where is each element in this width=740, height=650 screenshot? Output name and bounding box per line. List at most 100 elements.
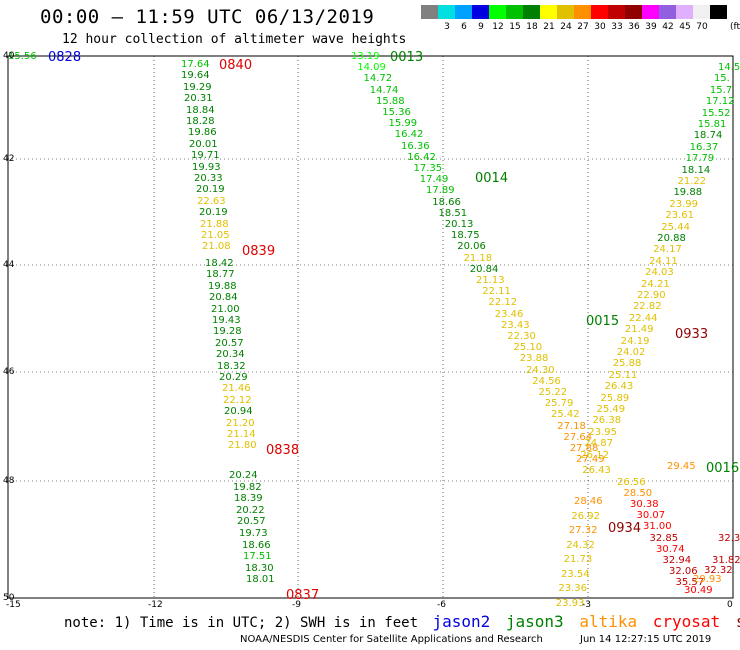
swh-value: 18.66 [432,196,461,208]
swh-value: 18.01 [246,574,275,586]
mission-s3a: s3a [726,612,740,631]
pass-time-label: 0014 [475,171,509,186]
color-swatch [625,5,642,19]
swh-value: 24.87 [584,438,613,450]
swh-value: 18.39 [234,493,263,505]
swh-value: 20.29 [219,372,248,383]
color-scale-unit: (ft) [730,22,740,32]
footnote: note: 1) Time is in UTC; 2) SWH is in fe… [64,612,740,631]
swh-value: 24.21 [641,278,670,290]
latitude-tick-label: 44 [3,260,15,270]
swh-value: 15.36 [382,107,411,118]
swh-value: 21.80 [228,440,257,452]
swh-value: 20.57 [215,337,244,349]
swh-value: 25.49 [596,404,626,415]
swh-value: 15.88 [376,95,405,107]
color-scale-label: 42 [662,22,674,32]
color-swatch [693,5,710,19]
longitude-tick-label: -9 [292,600,301,610]
latitude-tick-label: 46 [3,367,15,377]
swh-value: 19.93 [192,161,221,173]
swh-value: 25.79 [544,398,574,410]
swh-value: 20.06 [457,241,486,253]
color-swatch [710,5,727,19]
color-swatch [591,5,608,19]
color-scale-label: 15 [509,22,521,32]
swh-value: 24.11 [649,255,678,267]
swh-value: 21.49 [624,324,654,336]
swh-value: 31.00 [643,521,672,533]
swh-value: 16.37 [689,141,719,153]
longitude-tick-label: -15 [6,600,21,610]
swh-value: 30.49 [684,585,713,596]
pass-time-label: 0840 [219,58,253,73]
swh-value: 32.06 [669,566,698,578]
pass-time-label: 0934 [608,521,642,536]
swh-value: 21.05 [201,230,230,241]
swh-value: 19.88 [208,280,237,292]
longitude-tick-label: 0 [727,600,733,610]
swh-value: 24.03 [645,267,674,279]
swh-value: 24.19 [620,335,650,347]
swh-value: 21.88 [200,218,229,230]
swh-value: 16.42 [407,151,436,163]
mission-legend: jason2 jason3 altika cryosat s3a [426,612,740,631]
swh-value: 18.14 [681,164,711,176]
latitude-tick-label: 50 [3,593,15,603]
swh-value: 17.12 [705,96,735,108]
longitude-tick-label: -3 [582,600,591,610]
swh-value: 22.82 [632,301,662,313]
color-scale-label: 18 [526,22,538,32]
swh-value: 22.63 [197,195,226,207]
pass-time-label: 0837 [286,588,320,603]
swh-value: 32.94 [662,555,692,566]
map-frame [7,55,734,599]
latitude-tick-label: 42 [3,154,15,164]
color-swatch [676,5,693,19]
swh-value: 18.42 [205,258,234,269]
swh-value: 18.28 [186,116,215,127]
swh-value: 27.18 [557,420,586,432]
swh-value: 20.24 [229,470,258,481]
swh-value: 22.30 [507,331,536,342]
swh-value: 21.00 [211,303,240,315]
color-swatch [574,5,591,19]
swh-value: 20.19 [199,207,228,219]
color-swatch [608,5,625,19]
color-swatch [506,5,523,19]
swh-value: 21.20 [226,417,255,429]
swh-value: 17.89 [426,185,455,197]
swh-value: 15.81 [697,119,727,130]
swh-value: 22.12 [223,394,252,406]
swh-value: 26.43 [604,381,634,393]
swh-value: 25.44 [661,221,690,233]
swh-value: 21.46 [222,383,251,395]
swh-value: 17.79 [685,153,715,165]
swh-value: 27.32 [568,525,598,536]
color-scale-label: 12 [492,22,504,32]
swh-value: 29.93 [693,574,722,585]
swh-value: 25.89 [600,392,630,404]
color-swatch [557,5,574,19]
swh-value: 32.85 [649,532,679,544]
swh-value: 26.56 [617,476,646,488]
swh-value: 14.09 [357,62,386,74]
swh-value: 14.74 [369,84,399,96]
swh-value: 23.36 [558,583,588,594]
latitude-tick-label: 48 [3,476,15,486]
swh-value: 22.90 [637,290,666,301]
swh-value: 17.64 [181,59,210,70]
swh-value: 17.35 [413,163,443,174]
color-scale-label: 21 [543,22,555,32]
swh-value: 23.88 [519,353,549,365]
swh-value: 15. [713,73,730,85]
swh-value: 19.64 [181,70,210,82]
swh-value: 18.30 [245,562,274,574]
swh-value: 35.57 [675,577,705,589]
swh-value: 23.93 [555,597,585,609]
color-swatch [523,5,540,19]
swh-value: 32.38 [718,533,740,544]
swh-value: 23.61 [665,210,694,222]
swh-value: 22.11 [482,286,511,298]
